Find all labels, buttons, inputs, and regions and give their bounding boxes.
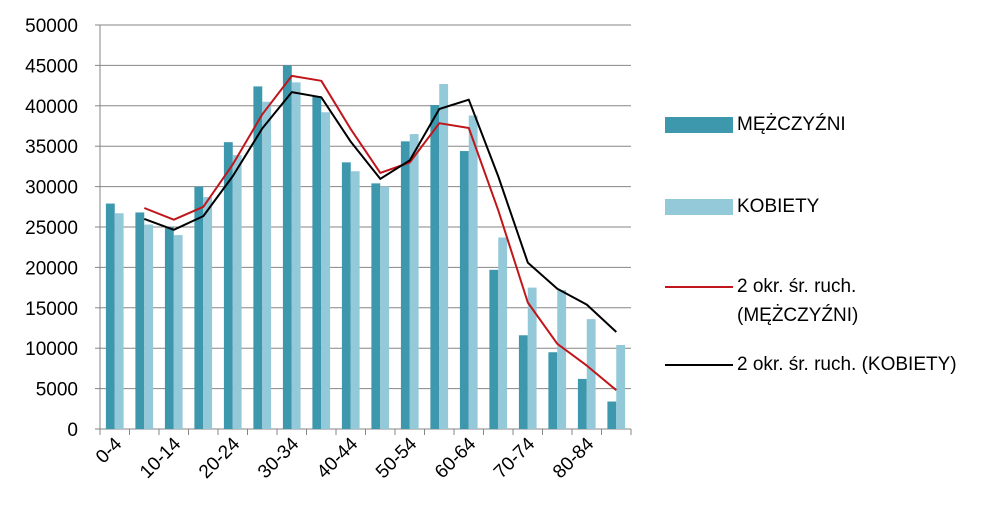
- bar-men: [489, 270, 498, 429]
- legend-item-women: KOBIETY: [665, 192, 819, 221]
- y-tick-label: 25000: [25, 218, 78, 239]
- x-tick-label: 30-34: [254, 433, 304, 483]
- y-tick-label: 30000: [25, 178, 78, 199]
- bar-men: [578, 379, 587, 429]
- bar-women: [498, 238, 507, 429]
- bar-women: [262, 102, 271, 429]
- x-tick-label: 40-44: [313, 433, 363, 483]
- bar-women: [115, 213, 124, 429]
- bar-women: [321, 112, 330, 429]
- y-tick-label: 15000: [25, 299, 78, 320]
- bar-women: [292, 82, 301, 429]
- bar-men: [519, 335, 528, 429]
- x-tick-label: 60-64: [431, 433, 481, 483]
- bar-women: [469, 115, 478, 429]
- legend-swatch-women: [665, 199, 733, 215]
- y-tick-label: 45000: [25, 56, 78, 77]
- bar-women: [439, 84, 448, 429]
- bar-men: [194, 187, 203, 429]
- bar-women: [616, 345, 625, 429]
- bar-women: [203, 197, 212, 429]
- bar-women: [557, 290, 566, 429]
- legend-label-men: MĘŻCZYŹNI: [737, 110, 846, 139]
- bar-men: [548, 352, 557, 429]
- y-tick-label: 35000: [25, 137, 78, 158]
- bar-men: [371, 183, 380, 429]
- y-tick-labels: 0 5000 10000 15000 20000 25000 30000 35000 40000…: [25, 16, 78, 441]
- legend-item-women-moving-avg: 2 okr. śr. ruch. (KOBIETY): [665, 350, 957, 379]
- bar-women: [380, 187, 389, 429]
- bar-men: [312, 96, 321, 429]
- x-tick-label: 10-14: [136, 433, 186, 483]
- legend-line-men-moving-avg: [665, 286, 733, 288]
- x-tick-label: 70-74: [490, 433, 540, 483]
- bar-men: [460, 151, 469, 429]
- bar-women: [174, 235, 183, 429]
- bar-men: [106, 204, 115, 429]
- y-tick-label: 50000: [25, 16, 78, 37]
- y-tick-label: 40000: [25, 97, 78, 118]
- bar-women: [351, 171, 360, 429]
- x-tick-label: 0-4: [92, 433, 127, 468]
- y-tick-label: 5000: [36, 380, 78, 401]
- bars: [106, 65, 625, 429]
- legend-label-women-moving-avg: 2 okr. śr. ruch. (KOBIETY): [737, 350, 957, 379]
- bar-men: [430, 105, 439, 429]
- bar-women: [587, 319, 596, 429]
- x-tick-label: 20-24: [195, 433, 245, 483]
- bar-men: [135, 212, 144, 429]
- bar-men: [342, 162, 351, 429]
- x-tick-label: 50-54: [372, 433, 422, 483]
- legend-swatch-men: [665, 117, 733, 133]
- bar-women: [233, 155, 242, 429]
- bar-women: [144, 225, 153, 429]
- legend-label-men-moving-avg: 2 okr. śr. ruch. (MĘŻCZYŹNI): [737, 272, 927, 330]
- y-tick-label: 10000: [25, 339, 78, 360]
- bar-men: [253, 86, 262, 429]
- y-tick-label: 0: [67, 420, 78, 441]
- legend-label-women: KOBIETY: [737, 192, 819, 221]
- bar-women: [410, 134, 419, 429]
- bar-men: [283, 65, 292, 429]
- x-tick-labels: 0-4 10-14 20-24 30-34 40-44 50-54 60-64 70-74 80…: [92, 433, 599, 483]
- y-tick-label: 20000: [25, 258, 78, 279]
- bar-men: [607, 402, 616, 429]
- bar-men: [401, 141, 410, 429]
- bar-men: [165, 227, 174, 429]
- legend-item-men-moving-avg: 2 okr. śr. ruch. (MĘŻCZYŹNI): [665, 272, 927, 330]
- legend-item-men: MĘŻCZYŹNI: [665, 110, 846, 139]
- x-tick-label: 80-84: [549, 433, 599, 483]
- legend-line-women-moving-avg: [665, 364, 733, 366]
